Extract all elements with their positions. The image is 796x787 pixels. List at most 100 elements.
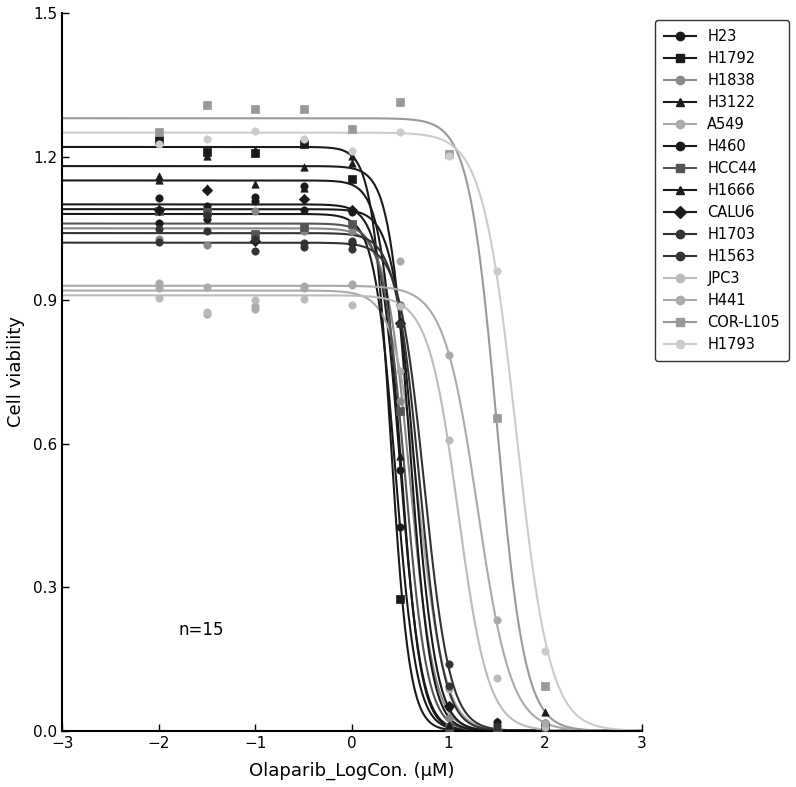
Point [345, 217, 358, 230]
Point [201, 98, 213, 111]
Point [201, 181, 213, 194]
Point [153, 233, 166, 246]
Point [490, 730, 503, 743]
Point [153, 192, 166, 205]
Point [201, 200, 213, 212]
Point [249, 103, 262, 116]
Point [443, 726, 455, 738]
Point [201, 150, 213, 163]
Point [394, 449, 407, 462]
Point [298, 132, 310, 145]
Point [345, 123, 358, 135]
Point [539, 737, 552, 750]
Point [443, 657, 455, 670]
Point [298, 138, 310, 150]
Point [249, 143, 262, 156]
Point [539, 645, 552, 658]
Point [345, 204, 358, 216]
Point [153, 203, 166, 216]
Point [490, 614, 503, 626]
Point [298, 237, 310, 249]
Point [345, 242, 358, 255]
Point [153, 205, 166, 217]
Point [345, 279, 358, 291]
Point [443, 147, 455, 160]
Point [443, 711, 455, 724]
Point [345, 299, 358, 312]
Point [249, 300, 262, 312]
Point [345, 206, 358, 219]
Point [490, 748, 503, 760]
Point [490, 715, 503, 727]
Point [249, 190, 262, 203]
Point [490, 720, 503, 733]
Point [298, 282, 310, 294]
Point [201, 213, 213, 226]
Point [539, 717, 552, 730]
Point [249, 195, 262, 208]
Point [443, 150, 455, 162]
Point [153, 216, 166, 229]
Point [539, 742, 552, 755]
Point [490, 720, 503, 733]
Point [345, 150, 358, 163]
Point [153, 139, 166, 151]
Point [201, 225, 213, 238]
Point [249, 205, 262, 217]
Point [394, 298, 407, 311]
Point [201, 308, 213, 320]
Point [539, 706, 552, 719]
Point [201, 306, 213, 319]
Point [394, 254, 407, 267]
Point [201, 146, 213, 159]
Point [490, 722, 503, 735]
Point [394, 521, 407, 534]
Point [153, 235, 166, 248]
Point [394, 364, 407, 377]
Point [298, 240, 310, 253]
Point [201, 280, 213, 293]
Point [490, 726, 503, 739]
Point [201, 206, 213, 219]
Point [539, 717, 552, 730]
Point [443, 721, 455, 733]
Point [153, 292, 166, 305]
Point [201, 209, 213, 222]
Point [490, 727, 503, 740]
Point [153, 282, 166, 294]
Point [539, 724, 552, 737]
Point [539, 730, 552, 743]
Point [394, 593, 407, 605]
Point [443, 719, 455, 731]
Point [394, 300, 407, 312]
Point [539, 719, 552, 731]
Point [298, 193, 310, 205]
Point [249, 178, 262, 190]
Point [201, 184, 213, 197]
Point [490, 412, 503, 424]
Point [298, 180, 310, 193]
Point [153, 276, 166, 289]
Y-axis label: Cell viability: Cell viability [7, 316, 25, 427]
Point [443, 700, 455, 713]
Point [394, 96, 407, 109]
Point [539, 738, 552, 751]
Point [249, 302, 262, 315]
Point [153, 223, 166, 235]
Point [443, 700, 455, 713]
Point [394, 394, 407, 407]
X-axis label: Olaparib_LogCon. (μM): Olaparib_LogCon. (μM) [249, 762, 455, 780]
Point [298, 225, 310, 238]
Point [345, 278, 358, 290]
Point [201, 133, 213, 146]
Point [345, 225, 358, 238]
Point [345, 237, 358, 249]
Legend: H23, H1792, H1838, H3122, A549, H460, HCC44, H1666, CALU6, H1703, H1563, JPC3, H: H23, H1792, H1838, H3122, A549, H460, HC… [655, 20, 789, 360]
Point [443, 349, 455, 361]
Point [249, 235, 262, 247]
Point [490, 264, 503, 277]
Point [298, 279, 310, 292]
Point [153, 134, 166, 146]
Point [490, 671, 503, 684]
Point [539, 721, 552, 733]
